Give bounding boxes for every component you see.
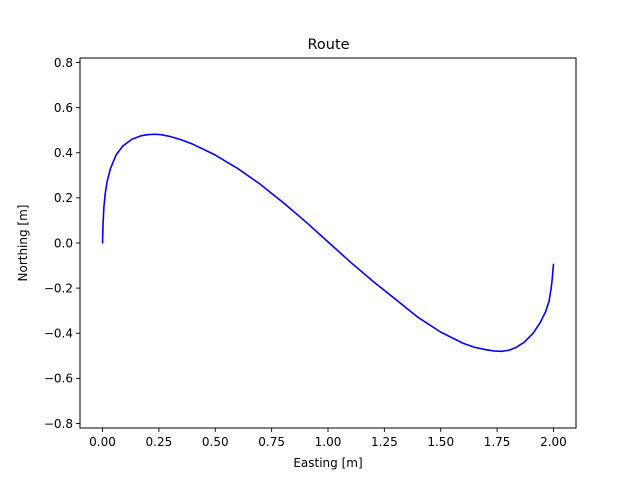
y-tick-label: −0.4 [44, 327, 73, 341]
x-tick-label: 1.75 [484, 435, 511, 449]
y-tick-label: 0.4 [54, 146, 73, 160]
x-tick-label: 0.75 [258, 435, 285, 449]
x-tick-label: 1.50 [427, 435, 454, 449]
y-axis-label: Northing [m] [16, 205, 30, 282]
x-tick-label: 1.00 [315, 435, 342, 449]
x-axis-ticks: 0.00 0.25 0.50 0.75 1.00 1.25 1.50 1.75 2.00 [89, 428, 567, 449]
x-tick-label: 2.00 [540, 435, 567, 449]
axes-frame [79, 57, 577, 429]
y-tick-label: 0.6 [54, 101, 73, 115]
y-tick-label: 0.2 [54, 191, 73, 205]
chart-title: Route [307, 37, 349, 53]
x-tick-label: 0.25 [146, 435, 173, 449]
y-tick-label: 0.8 [54, 56, 73, 70]
x-tick-label: 1.25 [371, 435, 398, 449]
route-line [101, 133, 555, 353]
y-axis-ticks: 0.8 0.6 0.4 0.2 0.0 −0.2 −0.4 −0.6 −0.8 [44, 56, 80, 431]
x-axis-label: Easting [m] [293, 456, 362, 470]
x-tick-label: 0.50 [202, 435, 229, 449]
y-tick-label: −0.6 [44, 372, 73, 386]
y-tick-label: −0.8 [44, 417, 73, 431]
y-tick-label: −0.2 [44, 281, 73, 295]
x-tick-label: 0.00 [89, 435, 116, 449]
plot-area [79, 57, 577, 429]
y-tick-label: 0.0 [54, 236, 73, 250]
